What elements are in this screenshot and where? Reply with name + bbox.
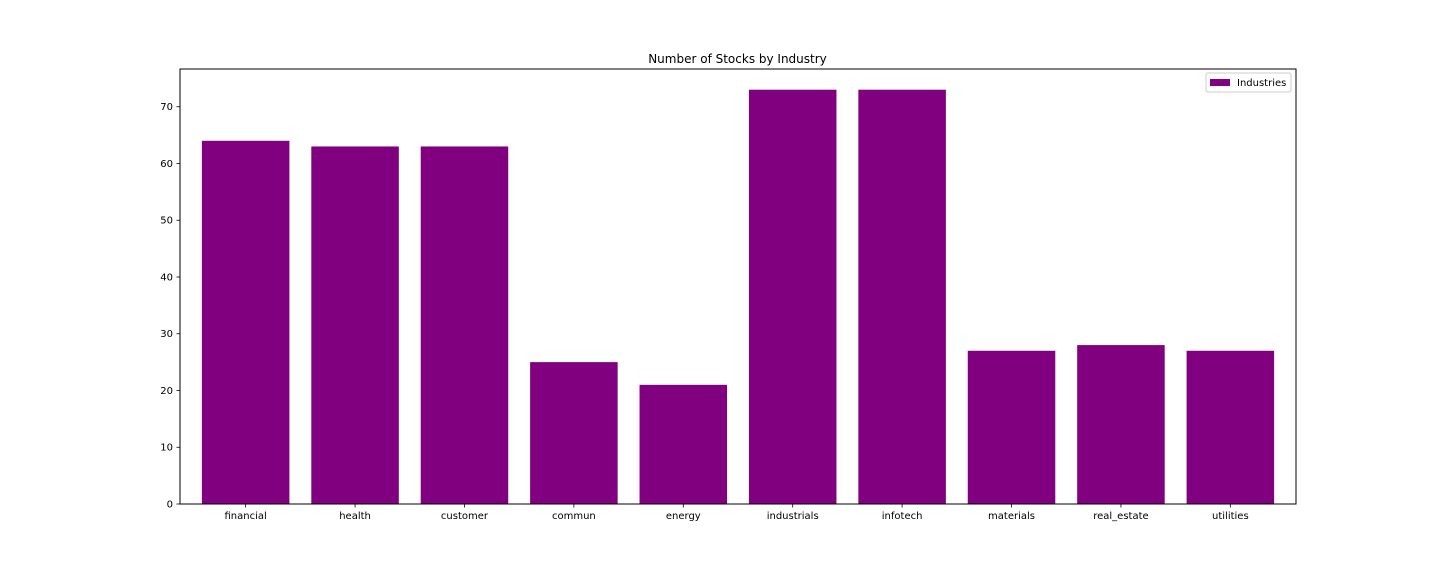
bar-industrials: [748, 89, 837, 504]
y-tick-label: 10: [160, 443, 173, 454]
legend-swatch: [1210, 79, 1230, 86]
x-tick-label: industrials: [767, 511, 819, 522]
x-tick-label: utilities: [1212, 511, 1249, 522]
y-tick-label: 0: [167, 500, 173, 511]
bar-commun: [530, 362, 618, 504]
y-tick-label: 60: [160, 159, 173, 170]
x-tick-label: materials: [988, 511, 1035, 522]
chart-title: Number of Stocks by Industry: [648, 52, 827, 66]
x-tick-label: infotech: [882, 511, 923, 522]
legend: Industries: [1205, 72, 1292, 93]
x-axis: financial health customer commun energy indus…: [224, 504, 1249, 522]
plot-frame: [179, 68, 1297, 505]
y-tick-label: 40: [160, 272, 173, 283]
legend-box: [1205, 72, 1292, 93]
x-tick-label: real_estate: [1093, 511, 1148, 522]
y-axis: 0 10 20 30 40 50 60 70: [160, 102, 180, 511]
bar-infotech: [858, 89, 946, 504]
bar-financial: [201, 140, 290, 505]
y-tick-label: 20: [160, 386, 173, 397]
bar-materials: [967, 350, 1056, 504]
x-tick-label: energy: [666, 511, 701, 522]
bar-utilities: [1186, 350, 1275, 504]
x-tick-label: health: [339, 511, 371, 522]
bar-energy: [639, 384, 728, 504]
bar-real_estate: [1077, 345, 1165, 504]
x-tick-label: customer: [441, 511, 489, 522]
legend-label: Industries: [1237, 78, 1286, 89]
y-tick-label: 30: [160, 329, 173, 340]
y-tick-label: 50: [160, 216, 173, 227]
bars-group: [201, 89, 1275, 505]
bar-customer: [420, 146, 509, 504]
x-tick-label: commun: [552, 511, 596, 522]
bar-health: [311, 146, 399, 504]
x-tick-label: financial: [224, 511, 266, 522]
y-tick-label: 70: [160, 102, 173, 113]
